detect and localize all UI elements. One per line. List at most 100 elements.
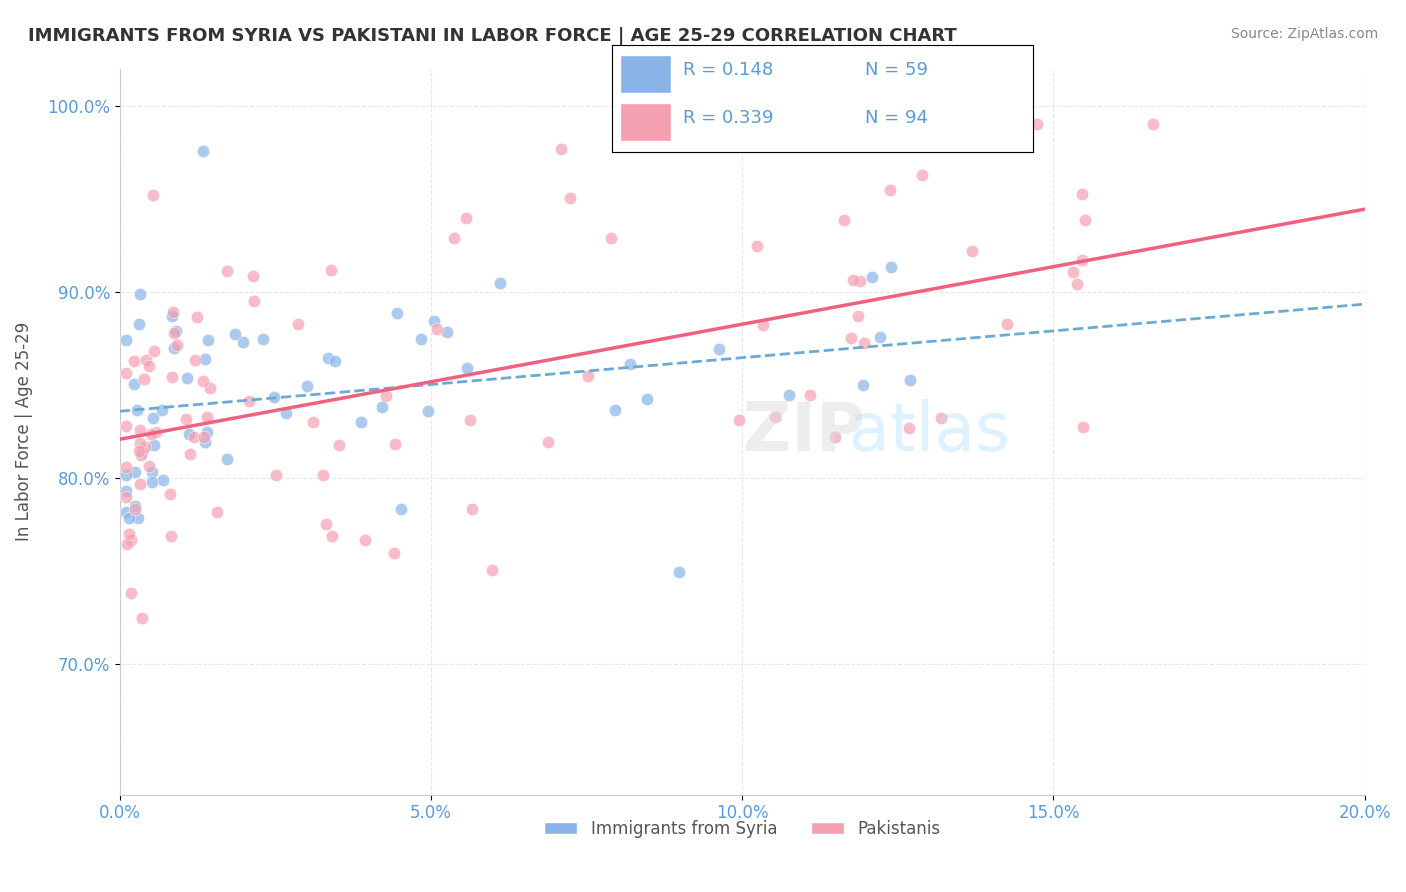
Point [131, 445, 153, 459]
Text: N = 94: N = 94 [865, 109, 928, 127]
Point [763, 410, 786, 425]
Point [411, 332, 433, 346]
Point [242, 268, 264, 283]
Point [129, 436, 152, 450]
Text: atlas: atlas [848, 399, 1010, 465]
Point [160, 369, 183, 384]
Point [115, 505, 138, 519]
Point [205, 505, 228, 519]
Point [163, 326, 186, 340]
Point [537, 434, 560, 449]
Point [124, 465, 146, 479]
Point [142, 411, 165, 425]
Point [120, 586, 142, 600]
Point [321, 529, 343, 543]
Text: IMMIGRANTS FROM SYRIA VS PAKISTANI IN LABOR FORCE | AGE 25-29 CORRELATION CHART: IMMIGRANTS FROM SYRIA VS PAKISTANI IN LA… [28, 27, 957, 45]
Point [962, 244, 984, 259]
Point [852, 378, 875, 392]
Point [129, 476, 152, 491]
Point [799, 388, 821, 402]
Point [114, 367, 136, 381]
Point [117, 526, 139, 541]
Point [454, 211, 477, 225]
Point [115, 536, 138, 550]
Point [301, 416, 323, 430]
Point [911, 168, 934, 182]
Point [489, 276, 512, 290]
Point [849, 274, 872, 288]
Point [426, 322, 449, 336]
Point [443, 231, 465, 245]
Point [560, 191, 582, 205]
Point [898, 421, 921, 435]
Point [600, 231, 623, 245]
Point [1062, 265, 1084, 279]
Point [139, 427, 162, 442]
Point [138, 359, 160, 373]
Point [224, 327, 246, 342]
Point [177, 426, 200, 441]
Point [668, 565, 690, 579]
Point [114, 419, 136, 434]
Legend: Immigrants from Syria, Pakistanis: Immigrants from Syria, Pakistanis [537, 814, 948, 845]
Point [131, 611, 153, 625]
Point [619, 357, 641, 371]
Text: ZIP: ZIP [744, 399, 866, 465]
Point [458, 413, 481, 427]
Point [195, 410, 218, 425]
Point [179, 447, 201, 461]
FancyBboxPatch shape [620, 55, 671, 93]
Point [1074, 212, 1097, 227]
Point [898, 373, 921, 387]
Point [215, 264, 238, 278]
Point [323, 353, 346, 368]
Point [114, 490, 136, 504]
Point [375, 389, 398, 403]
Point [846, 309, 869, 323]
Point [232, 335, 254, 350]
Point [266, 468, 288, 483]
Point [1070, 187, 1092, 202]
Point [141, 465, 163, 479]
Point [384, 437, 406, 451]
Point [122, 377, 145, 392]
Point [122, 354, 145, 368]
Point [276, 406, 298, 420]
Point [707, 342, 730, 356]
Point [114, 460, 136, 475]
Point [1071, 252, 1094, 267]
Point [195, 425, 218, 439]
Point [129, 287, 152, 301]
Point [576, 368, 599, 383]
Point [263, 390, 285, 404]
Point [159, 487, 181, 501]
Point [176, 412, 198, 426]
Point [929, 410, 952, 425]
Point [128, 423, 150, 437]
Point [839, 331, 862, 345]
Point [162, 304, 184, 318]
Text: R = 0.339: R = 0.339 [683, 109, 773, 127]
Point [315, 516, 337, 531]
Point [603, 403, 626, 417]
Point [134, 440, 156, 454]
Point [186, 310, 208, 324]
Point [114, 483, 136, 498]
Point [879, 183, 901, 197]
Point [114, 468, 136, 483]
Point [824, 430, 846, 444]
Point [1142, 117, 1164, 131]
Point [418, 403, 440, 417]
Point [166, 338, 188, 352]
Text: R = 0.148: R = 0.148 [683, 61, 773, 78]
Text: Source: ZipAtlas.com: Source: ZipAtlas.com [1230, 27, 1378, 41]
Point [194, 435, 217, 450]
Point [852, 335, 875, 350]
Point [371, 401, 394, 415]
Point [862, 269, 884, 284]
Point [1026, 117, 1049, 131]
Point [124, 502, 146, 516]
Point [191, 374, 214, 388]
Point [166, 324, 188, 338]
Point [197, 333, 219, 347]
